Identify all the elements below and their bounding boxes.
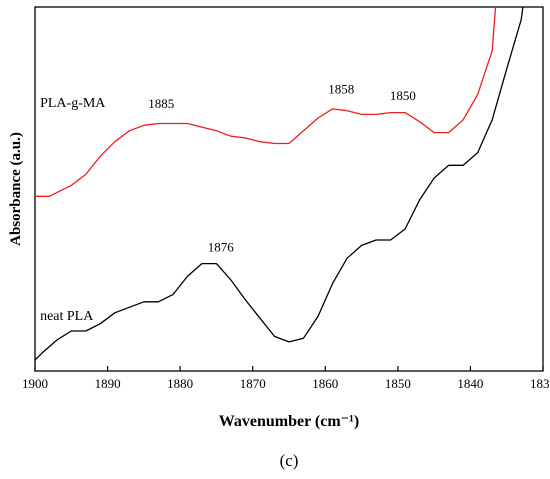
series-label: neat PLA: [40, 309, 94, 324]
x-axis-ticks: 1900 1890 1880 1870 1860 1850 1840 1830: [22, 366, 550, 391]
peak-label: 1850: [390, 88, 416, 103]
x-tick-label: 1840: [457, 376, 483, 391]
peak-label: 1858: [328, 82, 354, 97]
x-tick-label: 1900: [22, 376, 48, 391]
x-tick-label: 1880: [167, 376, 193, 391]
y-axis-title: Absorbance (a.u.): [8, 132, 24, 246]
series-layer: [35, 7, 524, 361]
panel-label: (c): [280, 451, 299, 470]
series-line-pla-g-ma: [35, 7, 497, 197]
series-line-neat-pla: [35, 7, 524, 361]
peak-annotations: 1885 1858 1850 1876: [148, 82, 416, 255]
plot-frame: [34, 6, 544, 372]
x-tick-label: 1860: [312, 376, 338, 391]
peak-label: 1885: [148, 96, 174, 111]
x-axis-title: Wavenumber (cm⁻¹): [219, 413, 359, 430]
x-tick-label: 1870: [240, 376, 266, 391]
series-labels: PLA-g-MA neat PLA: [40, 96, 106, 324]
series-label: PLA-g-MA: [40, 96, 106, 111]
x-tick-label: 1850: [385, 376, 411, 391]
peak-label: 1876: [208, 240, 235, 255]
x-tick-label: 1890: [95, 376, 121, 391]
x-tick-label: 1830: [530, 376, 550, 391]
